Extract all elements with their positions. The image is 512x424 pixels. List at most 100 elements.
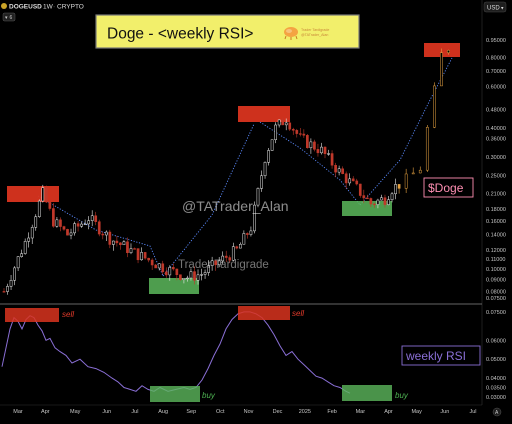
price-tick-label: 0.11000: [486, 257, 505, 263]
tardigrade-logo-icon: [284, 27, 298, 40]
trend-line: [162, 123, 255, 277]
price-tick-label: 0.09000: [486, 277, 506, 283]
timeframe-label[interactable]: 1W: [43, 4, 54, 11]
candle-body: [207, 265, 210, 273]
candle-body: [263, 162, 267, 177]
candle-body: [119, 242, 122, 246]
sell-zone-box: [424, 43, 460, 57]
candle-body: [2, 291, 6, 293]
candle-body: [270, 139, 274, 151]
candle-body: [164, 271, 168, 276]
candle-body: [387, 199, 390, 205]
candle-body: [228, 257, 232, 261]
candle-body: [383, 197, 387, 205]
candle-body: [9, 280, 13, 287]
price-tick-label: 0.16000: [486, 219, 506, 225]
candle-body: [108, 231, 112, 245]
rsi-sell-box: [5, 308, 59, 322]
price-tick-label: 0.07500: [486, 296, 506, 302]
currency-button[interactable]: [483, 1, 507, 13]
candle-body: [186, 277, 189, 280]
candle-body: [52, 208, 55, 227]
candle-body: [337, 168, 341, 173]
doge-coin-icon: [1, 3, 7, 9]
candle-body: [87, 220, 91, 225]
rsi-buy-box: [342, 385, 392, 401]
date-tick-label: Apr: [41, 409, 50, 415]
date-tick-label: Sep: [186, 409, 196, 415]
price-axis: 0.95000 0.80000 0.70000 0.60000 0.48000 0.400…: [486, 38, 506, 302]
price-tick-label: 0.25000: [486, 174, 506, 180]
date-tick-label: Mar: [356, 409, 366, 415]
indicator-toggle[interactable]: [2, 12, 16, 22]
candle-body: [365, 197, 369, 200]
candle-body: [284, 122, 288, 126]
candle-body: [161, 263, 165, 273]
doge-label: $Doge: [428, 181, 464, 195]
candle-body: [231, 246, 235, 261]
price-tick-label: 0.70000: [486, 69, 506, 75]
candle-body: [90, 215, 94, 221]
candle-body: [330, 153, 334, 166]
chevron-down-icon: ▾: [501, 6, 504, 12]
symbol-label[interactable]: DOGEUSD: [9, 4, 42, 11]
candle-body: [30, 227, 34, 239]
candle-body: [80, 223, 83, 227]
candle-body: [126, 241, 129, 254]
rsi-label: weekly RSI: [405, 349, 466, 363]
candle-body: [277, 119, 281, 126]
candle-body: [55, 219, 59, 227]
candle-body: [140, 252, 143, 261]
candle-body: [168, 267, 172, 276]
candle-body: [323, 146, 327, 155]
svg-text:·: ·: [39, 4, 41, 11]
date-tick-label: Aug: [158, 409, 168, 415]
candle-body: [200, 274, 203, 276]
candle-body: [154, 264, 158, 269]
title-box: [95, 14, 360, 49]
candle-body: [221, 255, 225, 262]
date-tick-label: Oct: [216, 409, 225, 415]
candle-body: [267, 150, 270, 163]
price-tick-label: 0.48000: [486, 107, 506, 113]
candle-body: [129, 248, 133, 254]
candle-body: [253, 204, 256, 232]
candle-body: [274, 124, 277, 140]
rsi-tick-label: 0.03500: [486, 386, 506, 392]
candle-body: [344, 173, 348, 184]
candle-body: [309, 141, 313, 149]
market-label: CRYPTO: [57, 4, 84, 11]
candle-body: [157, 263, 161, 269]
rsi-axis: 0.07500 0.06000 0.05000 0.04000 0.03500 0.030…: [486, 310, 506, 401]
date-tick-label: Jun: [440, 409, 449, 415]
rsi-pane: sell sell buy buy: [1, 306, 409, 402]
candle-body: [69, 232, 73, 236]
date-tick-label: Dec: [273, 409, 283, 415]
candle-body: [313, 141, 316, 150]
candle-body: [16, 256, 20, 269]
date-tick-label: Nov: [244, 409, 254, 415]
buy-annotation: buy: [202, 391, 216, 400]
price-tick-label: 0.12000: [486, 248, 506, 254]
date-tick-label: Jul: [131, 409, 138, 415]
candle-body: [94, 215, 98, 222]
handle-watermark: @TATrader_Alan: [182, 198, 289, 214]
chart-title: Doge - <weekly RSI>: [107, 26, 253, 43]
auto-scale-button[interactable]: [492, 407, 502, 417]
date-tick-label: Jun: [102, 409, 111, 415]
candle-body: [373, 203, 376, 206]
candle-body: [20, 253, 23, 257]
price-tick-label: 0.14000: [486, 233, 506, 239]
candle-body: [380, 197, 383, 201]
candle-body: [179, 274, 182, 280]
price-tick-label: 0.80000: [486, 55, 506, 61]
candle-body: [295, 130, 299, 134]
candle-body: [249, 230, 253, 235]
candle-body: [320, 146, 323, 154]
candle-body: [341, 168, 344, 174]
candle-body: [143, 252, 147, 259]
auto-scale-label: A: [495, 410, 499, 416]
candle-body: [104, 231, 108, 236]
rsi-tick-label: 0.06000: [486, 338, 506, 344]
rsi-label-box: [401, 345, 481, 366]
